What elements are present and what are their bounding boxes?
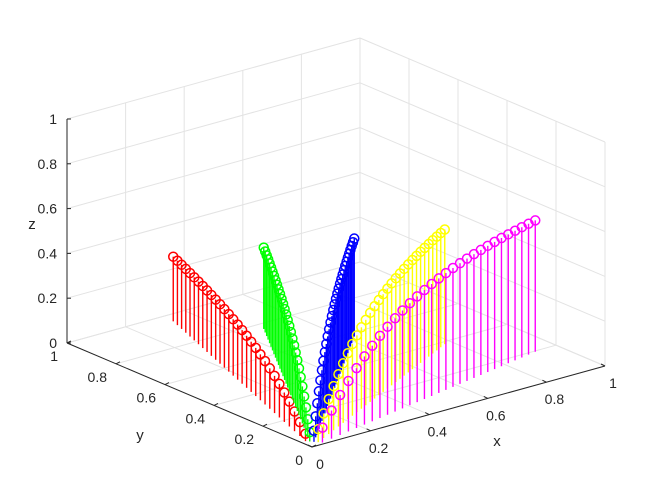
x-tick-label-3: 0.6: [486, 407, 506, 423]
series-4-marker-7: [367, 340, 378, 351]
series-0: [168, 251, 311, 442]
y-tick-label-0: 0: [295, 452, 303, 468]
grid-xz-z-1: [66, 216, 361, 299]
data-series: [168, 215, 541, 443]
series-1: [258, 242, 315, 442]
y-tick-label-3: 0.6: [137, 390, 157, 406]
x-axis-line: [311, 365, 606, 448]
x-tick-mark-0: [307, 444, 313, 448]
y-axis-line: [66, 342, 313, 448]
tick-labels: 0000.20.20.20.40.40.40.60.60.60.80.80.81…: [38, 111, 618, 472]
z-tick-label-4: 0.8: [38, 156, 58, 172]
grid-yz-z-2: [359, 171, 606, 277]
x-tick-mark-2: [424, 412, 430, 416]
series-4-marker-16: [433, 273, 445, 284]
series-2-marker-30: [349, 233, 360, 244]
grid-floor-y-3: [164, 303, 459, 386]
x-axis-label: x: [493, 433, 501, 450]
y-tick-label-4: 0.8: [88, 369, 108, 385]
series-4-marker-5: [351, 362, 362, 374]
grid-yz-z-1: [359, 216, 606, 322]
series-4-marker-9: [382, 321, 393, 332]
series-3-marker-30: [439, 224, 450, 235]
grid-yz-z-4: [359, 82, 606, 188]
x-tick-label-1: 0.2: [369, 440, 389, 456]
series-4-marker-6: [359, 351, 370, 362]
grid-xz-z-5: [66, 37, 361, 120]
series-4-marker-12: [404, 297, 416, 309]
z-tick-label-0: 0: [49, 335, 57, 351]
series-4-marker-15: [426, 278, 437, 290]
series-4-marker-13: [411, 291, 423, 302]
z-tick-label-5: 1: [49, 111, 57, 127]
grid-xz-z-3: [66, 127, 361, 210]
x-tick-label-5: 1: [609, 375, 617, 391]
grid-xz-z-4: [66, 82, 361, 165]
y-tick-mark-3: [164, 382, 170, 386]
series-1-marker-30: [258, 242, 269, 253]
grid-floor-y-5: [66, 261, 361, 344]
y-tick-mark-2: [213, 402, 219, 406]
grid-yz-z-3: [359, 127, 606, 233]
y-tick-label-2: 0.4: [186, 410, 206, 426]
y-tick-label-5: 1: [50, 348, 58, 364]
series-4-marker-1: [317, 422, 328, 433]
series-4-marker-8: [374, 330, 386, 342]
y-tick-label-1: 0.2: [235, 431, 255, 447]
back-wall-xz: [67, 38, 360, 343]
y-axis-label: y: [136, 427, 144, 444]
series-0-marker-30: [168, 251, 179, 262]
grid-yz-z-5: [359, 37, 606, 143]
series-4: [317, 215, 541, 443]
series-4-marker-11: [397, 305, 408, 316]
y-tick-mark-1: [262, 423, 268, 427]
x-tick-mark-4: [542, 379, 547, 383]
series-4-marker-2: [326, 405, 337, 416]
grid-xz-z-2: [66, 171, 361, 254]
z-axis-label: z: [28, 216, 36, 233]
grid-floor-y-4: [115, 282, 410, 365]
series-1-marker-3: [300, 402, 312, 413]
series-4-marker-17: [440, 267, 452, 279]
y-tick-mark-5: [66, 340, 72, 344]
x-tick-mark-5: [600, 363, 606, 367]
series-4-marker-18: [447, 262, 459, 274]
z-tick-label-3: 0.6: [38, 201, 58, 217]
grid-floor-x-1: [125, 326, 371, 432]
series-4-marker-14: [419, 284, 430, 296]
y-tick-mark-4: [115, 361, 121, 365]
x-tick-label-0: 0: [316, 456, 324, 472]
series-4-marker-3: [334, 389, 346, 401]
z-tick-label-1: 0.2: [38, 290, 58, 306]
x-tick-mark-3: [483, 395, 489, 399]
z-tick-label-2: 0.4: [38, 245, 58, 261]
axis-lines: [66, 119, 606, 448]
series-4-marker-4: [343, 375, 354, 387]
series-4-marker-30: [530, 215, 541, 226]
x-tick-label-2: 0.4: [427, 424, 447, 440]
x-tick-mark-1: [366, 428, 371, 432]
x-tick-label-4: 0.8: [545, 391, 565, 407]
series-4-marker-10: [389, 313, 401, 324]
y-tick-mark-0: [311, 444, 317, 448]
series-2: [308, 233, 360, 442]
